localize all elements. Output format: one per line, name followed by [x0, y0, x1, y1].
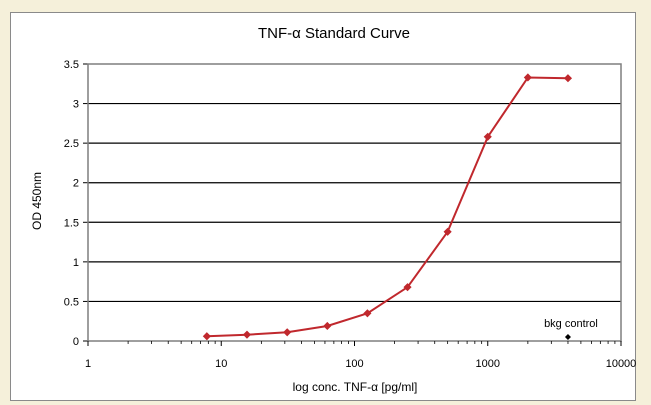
y-tick-label: 0.5	[64, 296, 79, 308]
x-tick-label: 100	[345, 358, 363, 370]
plot-border	[87, 63, 622, 342]
y-tick-label: 2.5	[64, 138, 79, 150]
y-tick-label: 3	[73, 99, 79, 111]
annotation-label: bkg control	[544, 318, 598, 330]
plot-area: 0 0.5 1 1.5 2 2.5 3 3.5 1 10 100 1000 10000 bkg contr…	[64, 59, 637, 370]
data-point	[283, 328, 292, 337]
y-tick-label: 1	[73, 257, 79, 269]
y-tick-label: 3.5	[64, 59, 79, 71]
x-tick-label: 1	[85, 358, 91, 370]
data-point	[523, 73, 532, 82]
data-point	[483, 132, 492, 141]
data-point	[202, 332, 211, 341]
y-tick-label: 0	[73, 336, 79, 348]
data-point	[403, 283, 412, 292]
x-axis-label: log conc. TNF-α [pg/ml]	[293, 380, 418, 394]
chart-title: TNF-α Standard Curve	[258, 25, 410, 42]
data-point	[563, 74, 573, 83]
data-point	[242, 330, 252, 339]
series-line	[206, 76, 569, 338]
x-tick-label: 1000	[476, 358, 500, 370]
control-point	[564, 334, 571, 341]
y-axis-label: OD 450nm	[30, 172, 44, 230]
x-tick-label: 10	[215, 358, 227, 370]
data-point	[443, 227, 452, 236]
data-point	[363, 309, 372, 318]
y-tick-label: 1.5	[64, 217, 79, 229]
y-tick-label: 2	[73, 178, 79, 190]
x-tick-label: 10000	[606, 358, 637, 370]
data-point	[323, 321, 332, 331]
